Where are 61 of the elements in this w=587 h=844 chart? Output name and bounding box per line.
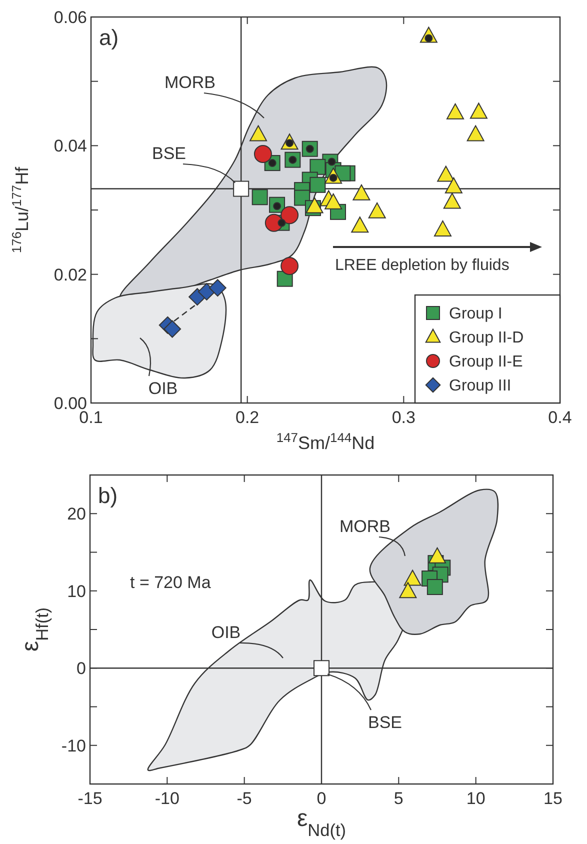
x-axis-title: ε$_{Nd(t)}$ [296, 805, 346, 840]
point [444, 177, 462, 194]
x-tick-label: 0.2 [236, 408, 260, 427]
point [250, 125, 268, 142]
point [428, 547, 446, 564]
x-axis-title: $^{147}$Sm/$^{144}$Nd [276, 430, 375, 453]
x-tick-label: 10 [466, 789, 486, 808]
x-tick-label: 0.3 [392, 408, 416, 427]
x-tick-label: 15 [544, 789, 562, 808]
chart-title: a) [99, 25, 119, 50]
point [164, 320, 182, 338]
point [399, 582, 417, 598]
x-tick-label: 0 [316, 789, 326, 808]
point [443, 192, 461, 209]
point [314, 660, 330, 676]
x-tick-label: 5 [394, 789, 404, 808]
legend-label: Group I [449, 306, 502, 323]
point [324, 193, 342, 210]
annotation: MORB [164, 73, 216, 92]
x-tick-label: 0.4 [548, 408, 572, 427]
annotation: BSE [152, 144, 186, 163]
point [208, 279, 226, 297]
point [310, 158, 326, 175]
chart-title: b) [98, 483, 118, 508]
y-tick-label: 0.06 [54, 8, 87, 27]
annotation: t = 720 Ma [130, 573, 212, 592]
point [426, 579, 443, 596]
annotation: BSE [368, 713, 402, 732]
annotation: OIB [148, 379, 178, 398]
annotation: LREE depletion by fluids [335, 257, 510, 274]
point [252, 189, 268, 206]
x-tick-label: -5 [236, 789, 252, 808]
x-tick-label: 0.1 [79, 408, 103, 427]
point [434, 220, 452, 236]
y-tick-label: 0 [76, 659, 86, 678]
point [233, 180, 250, 197]
y-tick-label: -10 [61, 736, 86, 756]
point [280, 256, 299, 275]
x-tick-label: -15 [78, 789, 102, 808]
legend-label: Group II-E [449, 354, 523, 371]
x-tick-label: -10 [154, 789, 180, 808]
point [437, 166, 455, 182]
y-tick-label: 0.04 [54, 136, 87, 156]
point [470, 102, 488, 119]
point [352, 184, 370, 200]
y-tick-label: 10 [67, 582, 86, 601]
point [404, 570, 422, 586]
annotation: MORB [340, 517, 390, 536]
point [466, 125, 484, 142]
point [254, 145, 272, 164]
point [306, 197, 324, 214]
point [280, 206, 299, 224]
annotation: OIB [211, 623, 241, 642]
legend-label: Group II-D [449, 330, 524, 347]
legend-label: Group III [449, 378, 512, 395]
point [446, 103, 464, 120]
point [310, 176, 326, 193]
point [368, 202, 386, 218]
y-tick-label: 0.02 [54, 265, 87, 284]
point [351, 216, 369, 233]
y-tick-label: 20 [67, 504, 86, 524]
